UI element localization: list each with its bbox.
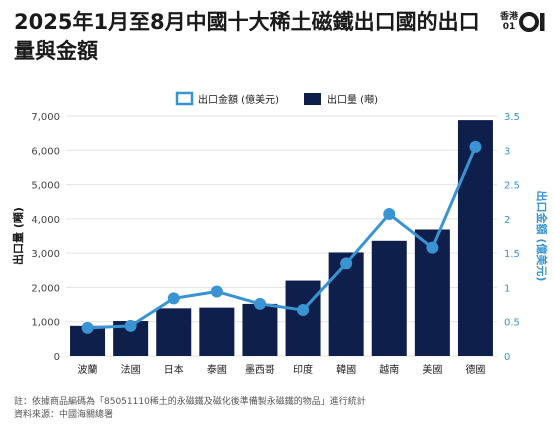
footnote: 註：依據商品編碼為「85051110稀土的永磁鐵及磁化後準備製永磁鐵的物品」進行… — [14, 397, 366, 407]
y2-tick-label: 0 — [504, 352, 510, 363]
x-tick-label: 泰國 — [207, 363, 227, 376]
y-tick-label: 2,000 — [31, 283, 60, 294]
bar — [457, 120, 493, 356]
x-tick-label: 墨西哥 — [245, 364, 275, 376]
bar — [199, 307, 235, 356]
value-point — [167, 292, 180, 305]
x-tick-label: 法國 — [121, 363, 141, 376]
y2-tick-label: 1 — [504, 283, 510, 294]
bar — [285, 280, 321, 356]
y-tick-label: 0 — [54, 352, 60, 363]
legend-bar-label: 出口量 (噸) — [327, 93, 378, 106]
x-tick-label: 日本 — [164, 363, 184, 376]
legend-line-swatch — [175, 91, 194, 106]
y2-tick-label: 0.5 — [504, 318, 520, 329]
y2-tick-label: 2 — [504, 215, 510, 226]
source-note: 資料來源：中國海關總署 — [14, 410, 114, 420]
value-point — [124, 319, 137, 332]
hk01-logo: 香港01 — [500, 9, 548, 35]
bar — [242, 303, 278, 356]
y2-tick-label: 3 — [504, 146, 510, 157]
y-tick-label: 3,000 — [31, 249, 60, 260]
y-axis-title: 出口量 (噸) — [11, 207, 25, 265]
y-tick-label: 7,000 — [31, 112, 60, 123]
x-tick-label: 韓國 — [336, 364, 356, 376]
y-tick-label: 5,000 — [31, 181, 60, 192]
y-tick-label: 6,000 — [31, 146, 60, 157]
value-series-line — [87, 146, 477, 330]
x-tick-label: 越南 — [379, 363, 399, 376]
value-point — [81, 321, 94, 334]
value-point — [383, 208, 396, 221]
value-point — [210, 285, 223, 298]
x-tick-label: 美國 — [422, 363, 442, 376]
y-tick-label: 4,000 — [31, 215, 60, 226]
y2-tick-label: 2.5 — [504, 181, 520, 192]
value-point — [469, 140, 482, 153]
y2-axis-title: 出口金額 (億美元) — [535, 191, 549, 282]
x-tick-label: 德國 — [465, 363, 485, 376]
y-tick-label: 1,000 — [31, 318, 60, 329]
value-point — [340, 257, 353, 270]
x-tick-label: 印度 — [293, 363, 313, 376]
legend-bar-swatch — [304, 93, 321, 105]
value-point — [253, 297, 266, 310]
bar — [371, 240, 407, 356]
value-point — [297, 304, 310, 317]
bar — [328, 252, 364, 356]
legend-line-label: 出口金額 (億美元) — [198, 93, 279, 106]
x-tick-label: 波蘭 — [78, 363, 98, 376]
bar — [156, 308, 192, 356]
logo-mark-icon — [519, 12, 545, 32]
logo-text: 香港01 — [500, 12, 519, 32]
y2-tick-label: 1.5 — [504, 249, 520, 260]
y2-tick-label: 3.5 — [504, 112, 520, 123]
value-point — [426, 241, 439, 254]
chart-title: 2025年1月至8月中國十大稀土磁鐵出口國的出口量與金額 — [14, 10, 480, 63]
